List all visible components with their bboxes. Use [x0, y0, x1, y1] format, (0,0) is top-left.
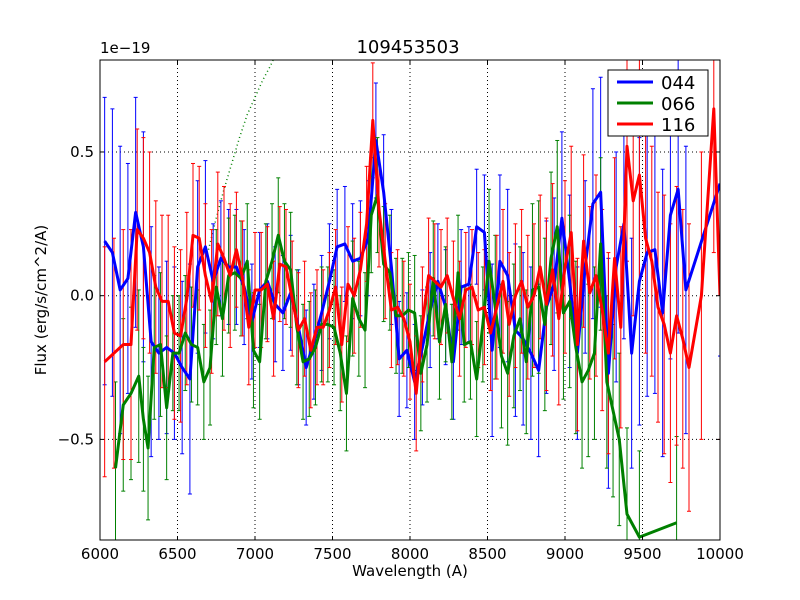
x-tick-label: 8000 [391, 545, 429, 563]
x-tick-label: 7000 [236, 545, 274, 563]
reference-curve [207, 60, 274, 250]
legend-label-066: 066 [661, 94, 695, 115]
legend: 044 066 116 [607, 69, 709, 137]
x-tick-label: 8500 [468, 545, 506, 563]
legend-label-116: 116 [661, 115, 695, 136]
y-tick-label: 0.5 [70, 143, 94, 161]
x-tick-label: 7500 [313, 545, 351, 563]
data-layer [102, 60, 720, 540]
legend-label-044: 044 [661, 73, 695, 94]
x-tick-label: 10000 [696, 545, 744, 563]
x-tick-label: 9000 [546, 545, 584, 563]
y-tick-label: 0.0 [70, 287, 94, 305]
plot-content [102, 60, 720, 540]
ticks: 6000 6500 7000 7500 8000 8500 9000 9500 10000 −0.… [58, 60, 744, 563]
y-axis-label: Flux (erg/s/cm^2/A) [32, 225, 50, 376]
chart-title: 109453503 [356, 37, 459, 58]
x-tick-label: 6000 [81, 545, 119, 563]
x-tick-label: 6500 [158, 545, 196, 563]
y-offset-label: 1e−19 [100, 39, 150, 57]
series-line-116 [103, 107, 720, 395]
x-axis-label: Wavelength (A) [352, 562, 468, 580]
y-tick-label: −0.5 [58, 430, 94, 448]
x-tick-label: 9500 [623, 545, 661, 563]
